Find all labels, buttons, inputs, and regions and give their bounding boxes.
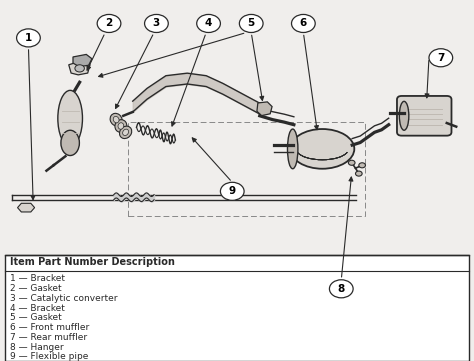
Circle shape — [292, 14, 315, 32]
Ellipse shape — [119, 126, 132, 139]
Text: 7: 7 — [437, 53, 445, 63]
Polygon shape — [69, 61, 90, 75]
Text: 2 — Gasket: 2 — Gasket — [10, 284, 62, 293]
Circle shape — [75, 65, 84, 72]
Circle shape — [329, 280, 353, 298]
Circle shape — [17, 29, 40, 47]
Text: 6: 6 — [300, 18, 307, 29]
Ellipse shape — [287, 129, 298, 169]
Ellipse shape — [399, 101, 409, 130]
Text: 9 — Flexible pipe: 9 — Flexible pipe — [10, 352, 89, 361]
Ellipse shape — [61, 130, 79, 156]
Text: 5 — Gasket: 5 — Gasket — [10, 313, 62, 322]
Text: 3: 3 — [153, 18, 160, 29]
Text: 4: 4 — [205, 18, 212, 29]
Circle shape — [145, 14, 168, 32]
Circle shape — [97, 14, 121, 32]
Circle shape — [348, 160, 355, 165]
Text: 9: 9 — [228, 186, 236, 196]
Text: 5: 5 — [247, 18, 255, 29]
Text: 8 — Hanger: 8 — Hanger — [10, 343, 64, 352]
Circle shape — [220, 182, 244, 200]
Circle shape — [356, 171, 362, 176]
Circle shape — [197, 14, 220, 32]
Text: Item Part Number Description: Item Part Number Description — [10, 257, 175, 268]
Circle shape — [359, 163, 365, 168]
Circle shape — [429, 49, 453, 67]
Text: 4 — Bracket: 4 — Bracket — [10, 304, 65, 313]
Polygon shape — [73, 55, 92, 67]
Circle shape — [239, 14, 263, 32]
Ellipse shape — [58, 90, 82, 146]
Ellipse shape — [110, 113, 122, 126]
Polygon shape — [18, 203, 35, 212]
Ellipse shape — [290, 129, 355, 169]
Ellipse shape — [118, 123, 124, 129]
Bar — [128, 122, 365, 216]
Bar — [5, 255, 469, 361]
Text: 8: 8 — [337, 284, 345, 294]
Ellipse shape — [123, 129, 128, 135]
Text: 1 — Bracket: 1 — Bracket — [10, 274, 65, 283]
Text: 2: 2 — [105, 18, 113, 29]
Polygon shape — [257, 102, 272, 116]
Ellipse shape — [115, 120, 127, 132]
Text: 6 — Front muffler: 6 — Front muffler — [10, 323, 90, 332]
Text: 7 — Rear muffler: 7 — Rear muffler — [10, 333, 88, 342]
Text: 1: 1 — [25, 33, 32, 43]
Text: 3 — Catalytic converter: 3 — Catalytic converter — [10, 294, 118, 303]
Ellipse shape — [113, 116, 119, 123]
FancyBboxPatch shape — [397, 96, 451, 136]
